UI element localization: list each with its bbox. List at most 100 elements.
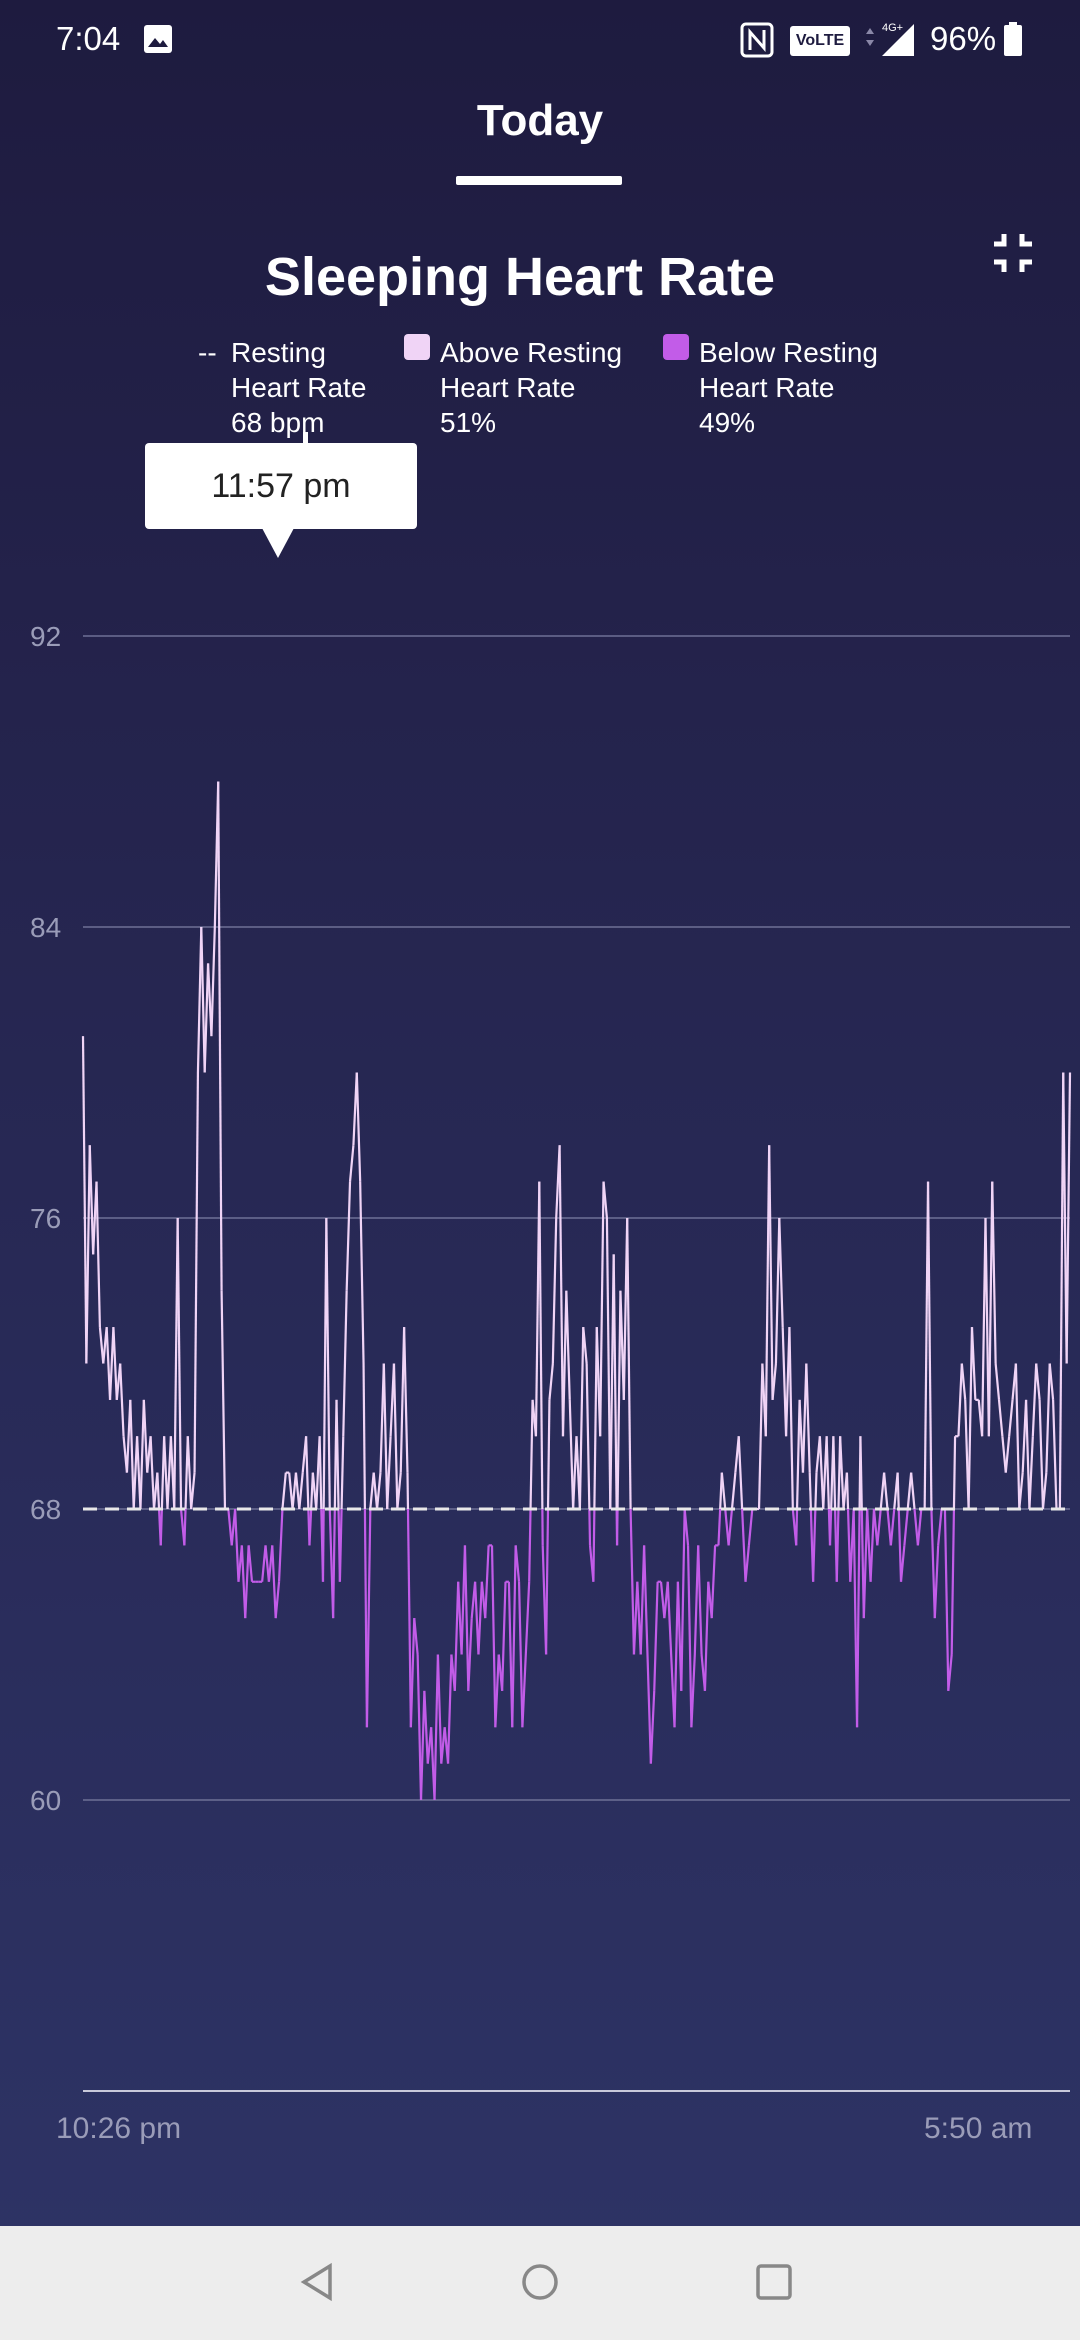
above-resting-segment xyxy=(957,1363,963,1437)
above-resting-segment xyxy=(372,1472,379,1510)
below-resting-segment xyxy=(159,1508,163,1546)
below-resting-segment xyxy=(274,1581,281,1619)
below-resting-segment xyxy=(933,1545,940,1619)
above-resting-segment xyxy=(396,1472,402,1510)
above-resting-segment xyxy=(362,1363,367,1510)
above-resting-segment xyxy=(298,1472,304,1510)
below-resting-segment xyxy=(433,1654,440,1801)
tab-today[interactable]: Today xyxy=(476,96,604,145)
above-resting-segment xyxy=(1001,1436,1007,1473)
chart-title: Sleeping Heart Rate xyxy=(264,247,776,307)
above-resting-segment xyxy=(1004,1436,1011,1473)
below-resting-segment xyxy=(639,1545,646,1655)
below-resting-segment xyxy=(916,1508,923,1546)
above-resting-segment xyxy=(1045,1363,1051,1473)
below-resting-segment xyxy=(264,1545,271,1582)
above-resting-segment xyxy=(788,1327,794,1510)
below-resting-segment xyxy=(872,1508,879,1546)
above-resting-segment xyxy=(771,1363,778,1400)
below-resting-segment xyxy=(947,1654,953,1691)
status-time: 7:04 xyxy=(56,20,121,57)
recents-icon[interactable] xyxy=(754,2262,794,2302)
below-resting-segment xyxy=(413,1618,419,1655)
back-icon[interactable] xyxy=(298,2262,338,2302)
below-resting-segment xyxy=(416,1654,423,1801)
above-resting-segment xyxy=(203,963,210,1073)
above-resting-segment xyxy=(149,1436,156,1510)
above-resting-segment xyxy=(923,1181,930,1510)
nfc-icon xyxy=(740,22,774,58)
above-resting-segment xyxy=(193,1072,200,1473)
collapse-icon[interactable] xyxy=(990,230,1036,276)
below-resting-segment xyxy=(477,1581,483,1655)
below-resting-segment xyxy=(673,1581,680,1728)
tooltip-pointer-line xyxy=(303,432,308,446)
above-resting-segment xyxy=(572,1436,578,1510)
above-resting-segment xyxy=(291,1472,298,1510)
below-resting-segment xyxy=(835,1508,840,1582)
above-resting-segment xyxy=(190,1472,196,1510)
below-resting-segment xyxy=(261,1545,267,1582)
above-resting-segment xyxy=(399,1327,406,1473)
below-resting-segment xyxy=(683,1508,690,1546)
above-resting-segment xyxy=(375,1472,382,1510)
below-resting-segment xyxy=(227,1508,233,1546)
below-resting-segment xyxy=(183,1508,187,1546)
below-resting-segment xyxy=(247,1545,254,1582)
below-resting-segment xyxy=(680,1508,686,1691)
below-resting-segment xyxy=(899,1545,906,1582)
below-resting-segment xyxy=(913,1508,919,1546)
legend-resting-marker: -- xyxy=(198,337,217,368)
below-resting-segment xyxy=(490,1545,497,1728)
home-icon[interactable] xyxy=(520,2262,560,2302)
above-resting-segment xyxy=(318,1436,323,1510)
above-resting-segment xyxy=(217,781,223,1291)
below-resting-segment xyxy=(897,1508,903,1582)
above-resting-segment xyxy=(832,1436,837,1510)
above-resting-segment xyxy=(325,1217,331,1510)
below-resting-segment xyxy=(234,1508,240,1582)
above-resting-segment xyxy=(994,1363,1001,1400)
above-resting-segment xyxy=(737,1436,744,1510)
battery-icon xyxy=(1004,22,1022,56)
above-resting-segment xyxy=(825,1436,830,1510)
above-resting-segment xyxy=(987,1181,994,1437)
below-resting-segment xyxy=(659,1581,666,1619)
above-resting-segment xyxy=(156,1472,161,1510)
x-axis-start-label: 10:26 pm xyxy=(56,2112,182,2145)
below-resting-segment xyxy=(521,1654,527,1728)
below-resting-segment xyxy=(690,1654,696,1728)
heart-rate-chart[interactable]: 92 84 76 68 60 xyxy=(0,580,1080,2140)
legend-above-swatch xyxy=(404,334,430,360)
above-resting-segment xyxy=(88,1145,95,1255)
below-resting-segment xyxy=(463,1545,470,1691)
above-resting-segment xyxy=(348,1145,355,1182)
x-axis-end-label: 5:50 am xyxy=(924,2112,1033,2145)
below-resting-segment xyxy=(866,1508,872,1582)
below-resting-segment xyxy=(889,1508,896,1546)
below-resting-segment xyxy=(453,1581,460,1691)
above-resting-segment xyxy=(200,926,206,1073)
legend-above-value: 51% xyxy=(440,407,497,438)
below-resting-segment xyxy=(517,1581,524,1728)
legend-below-value: 49% xyxy=(699,407,756,438)
below-resting-segment xyxy=(473,1581,480,1655)
above-resting-segment xyxy=(616,1290,622,1510)
above-resting-segment xyxy=(768,1145,774,1400)
above-resting-segment xyxy=(1065,1072,1072,1364)
above-resting-segment xyxy=(1014,1363,1021,1510)
above-resting-segment xyxy=(294,1472,301,1510)
above-resting-segment xyxy=(382,1363,389,1510)
below-resting-segment xyxy=(419,1690,426,1801)
below-resting-segment xyxy=(524,1581,531,1655)
below-resting-segment xyxy=(703,1581,710,1691)
above-resting-segment xyxy=(304,1436,310,1510)
above-resting-segment xyxy=(538,1181,544,1510)
below-resting-segment xyxy=(365,1508,372,1728)
below-resting-segment xyxy=(409,1618,416,1728)
below-resting-segment xyxy=(494,1654,500,1728)
above-resting-segment xyxy=(970,1327,977,1400)
above-resting-segment xyxy=(981,1217,987,1437)
above-resting-segment xyxy=(551,1217,558,1364)
above-resting-segment xyxy=(112,1327,118,1400)
